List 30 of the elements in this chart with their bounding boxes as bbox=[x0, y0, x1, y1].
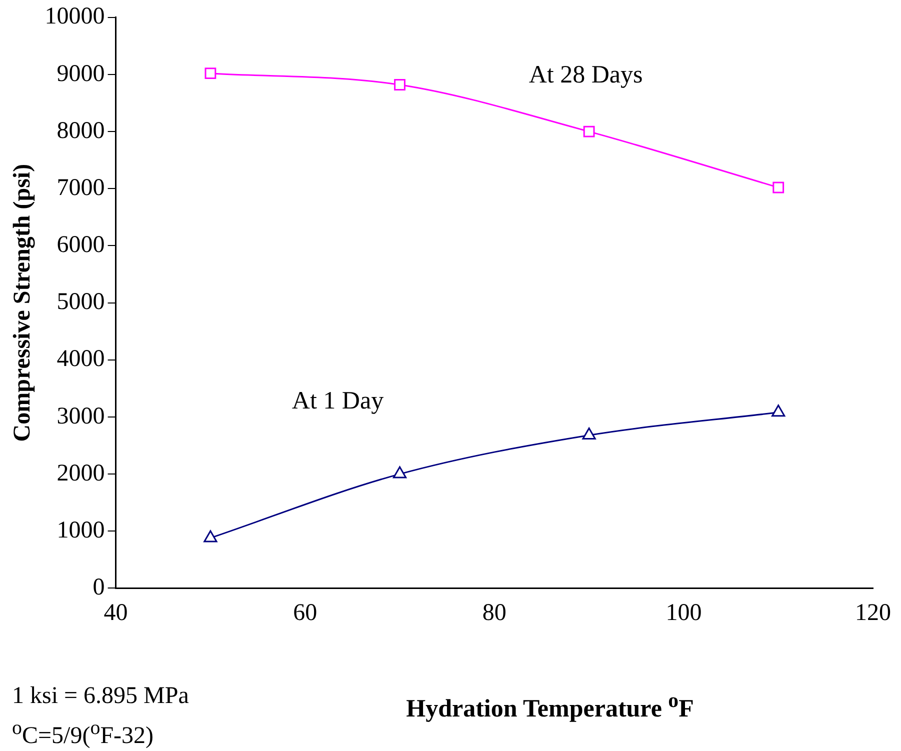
point bbox=[394, 79, 406, 90]
y-tick-label: 10000 bbox=[44, 4, 105, 30]
y-tick-label: 1000 bbox=[56, 517, 105, 544]
point bbox=[582, 427, 596, 440]
text: At 1 Day bbox=[292, 388, 384, 415]
x-axis-title: Hydration Temperature $^{o}$F bbox=[405, 688, 695, 724]
point bbox=[204, 68, 216, 80]
x-tick-label: 120 bbox=[855, 600, 891, 626]
x-tick-label: 100 bbox=[666, 600, 702, 626]
y-tick-label: 8000 bbox=[56, 118, 105, 144]
point bbox=[204, 530, 218, 542]
y-tick-label: 9000 bbox=[56, 60, 105, 87]
point bbox=[772, 404, 786, 417]
series-label: At 28 Days bbox=[528, 61, 643, 88]
y-tick-label: 0 bbox=[92, 574, 105, 600]
y-tick-label: 6000 bbox=[56, 232, 105, 258]
point bbox=[392, 466, 407, 478]
x-tick-label: 80 bbox=[482, 600, 506, 626]
y-tick-label: 5000 bbox=[56, 289, 105, 316]
y-tick-label: 2000 bbox=[56, 460, 105, 486]
y-tick-label: 3000 bbox=[56, 403, 105, 430]
text: 1 ksi = 6.895 MPa bbox=[12, 682, 189, 711]
y-tick-label: 7000 bbox=[56, 174, 105, 201]
text: $^{o}$C=5/9($^{o}$F-32) bbox=[12, 716, 155, 751]
x-tick-label: 60 bbox=[293, 600, 318, 626]
y-tick-label: 4000 bbox=[56, 346, 105, 372]
y-axis-title: Compressive Strength (psi) bbox=[10, 164, 36, 442]
point bbox=[772, 182, 784, 194]
x-tick-label: 40 bbox=[104, 600, 128, 626]
point bbox=[583, 126, 595, 138]
